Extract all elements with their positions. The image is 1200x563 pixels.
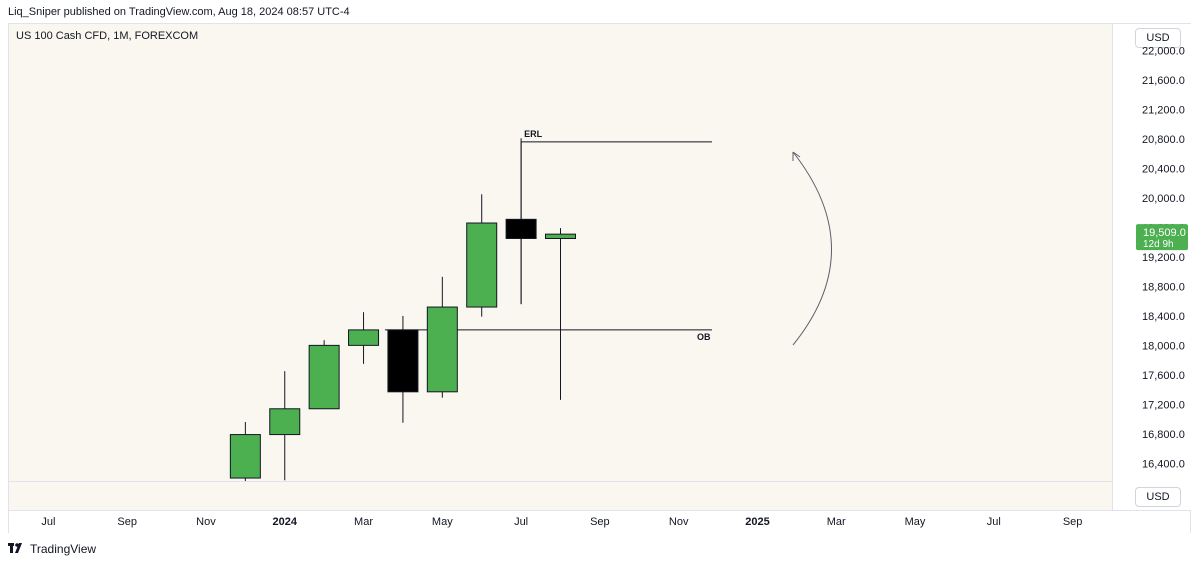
ob-label: OB	[697, 332, 711, 342]
y-tick-label: 18,000.0	[1142, 340, 1185, 352]
symbol-title: US 100 Cash CFD, 1M, FOREXCOM	[16, 30, 199, 42]
candle-2024-02	[308, 340, 340, 410]
candle-body	[426, 306, 458, 393]
x-tick-label: Nov	[196, 516, 216, 528]
x-tick-label: Jul	[987, 516, 1001, 528]
time-axis[interactable]	[9, 510, 1190, 533]
x-tick-label: 2025	[745, 516, 769, 528]
candle-body	[387, 329, 419, 393]
last-price-badge	[1136, 224, 1188, 251]
x-tick-label: Jul	[514, 516, 528, 528]
candle-2024-01	[269, 371, 301, 481]
candle-2024-06	[466, 194, 498, 317]
candle-2024-07	[505, 138, 537, 305]
candle-body	[505, 218, 537, 239]
candle-body	[545, 233, 576, 239]
candle-body	[308, 344, 340, 410]
y-tick-label: 16,800.0	[1142, 429, 1185, 441]
publish-info: Liq_Sniper published on TradingView.com,…	[8, 6, 350, 18]
y-tick-label: 22,000.0	[1142, 46, 1185, 58]
candle-body	[348, 329, 380, 346]
candle-2024-04	[387, 315, 419, 423]
candle-body	[269, 408, 301, 436]
candle-2024-03	[348, 312, 380, 364]
candle-2024-08	[545, 228, 576, 400]
x-tick-label: May	[905, 516, 926, 528]
y-tick-label: 16,400.0	[1142, 458, 1185, 470]
currency-button-lower[interactable]: USD	[1135, 487, 1181, 507]
y-tick-label: 20,000.0	[1142, 193, 1185, 205]
y-tick-label: 17,200.0	[1142, 399, 1185, 411]
y-tick-label: 18,400.0	[1142, 311, 1185, 323]
footer-brand: TradingView	[8, 542, 96, 556]
arrow-head-icon	[792, 151, 801, 161]
x-tick-label: Mar	[354, 516, 373, 528]
tradingview-logo-icon	[8, 543, 22, 553]
price-axis[interactable]	[1112, 24, 1191, 510]
y-tick-label: 20,400.0	[1142, 163, 1185, 175]
curved-arrow	[792, 151, 832, 346]
candle-2024-05	[426, 276, 458, 398]
y-tick-label: 21,600.0	[1142, 75, 1185, 87]
erl-label: ERL	[524, 129, 543, 139]
countdown-label: 12d 9h	[1143, 239, 1174, 250]
y-tick-label: 20,800.0	[1142, 134, 1185, 146]
x-tick-label: Sep	[1063, 516, 1083, 528]
candle-body	[229, 434, 261, 479]
x-tick-label: Mar	[827, 516, 846, 528]
x-tick-label: Nov	[669, 516, 689, 528]
x-tick-label: Jul	[41, 516, 55, 528]
y-tick-label: 17,600.0	[1142, 370, 1185, 382]
y-tick-label: 18,800.0	[1142, 281, 1185, 293]
x-tick-label: 2024	[273, 516, 298, 528]
x-tick-label: Sep	[590, 516, 610, 528]
erl-line	[520, 141, 712, 305]
y-tick-label: 21,200.0	[1142, 105, 1185, 117]
currency-button[interactable]: USD	[1135, 28, 1181, 48]
x-tick-label: Sep	[117, 516, 137, 528]
x-tick-label: May	[432, 516, 453, 528]
candle-body	[466, 222, 498, 308]
y-tick-label: 19,200.0	[1142, 252, 1185, 264]
lower-pane	[9, 481, 1112, 511]
footer-brand-text: TradingView	[30, 542, 97, 556]
last-price-value: 19,509.0	[1143, 227, 1186, 239]
candle-2023-12	[229, 422, 261, 481]
